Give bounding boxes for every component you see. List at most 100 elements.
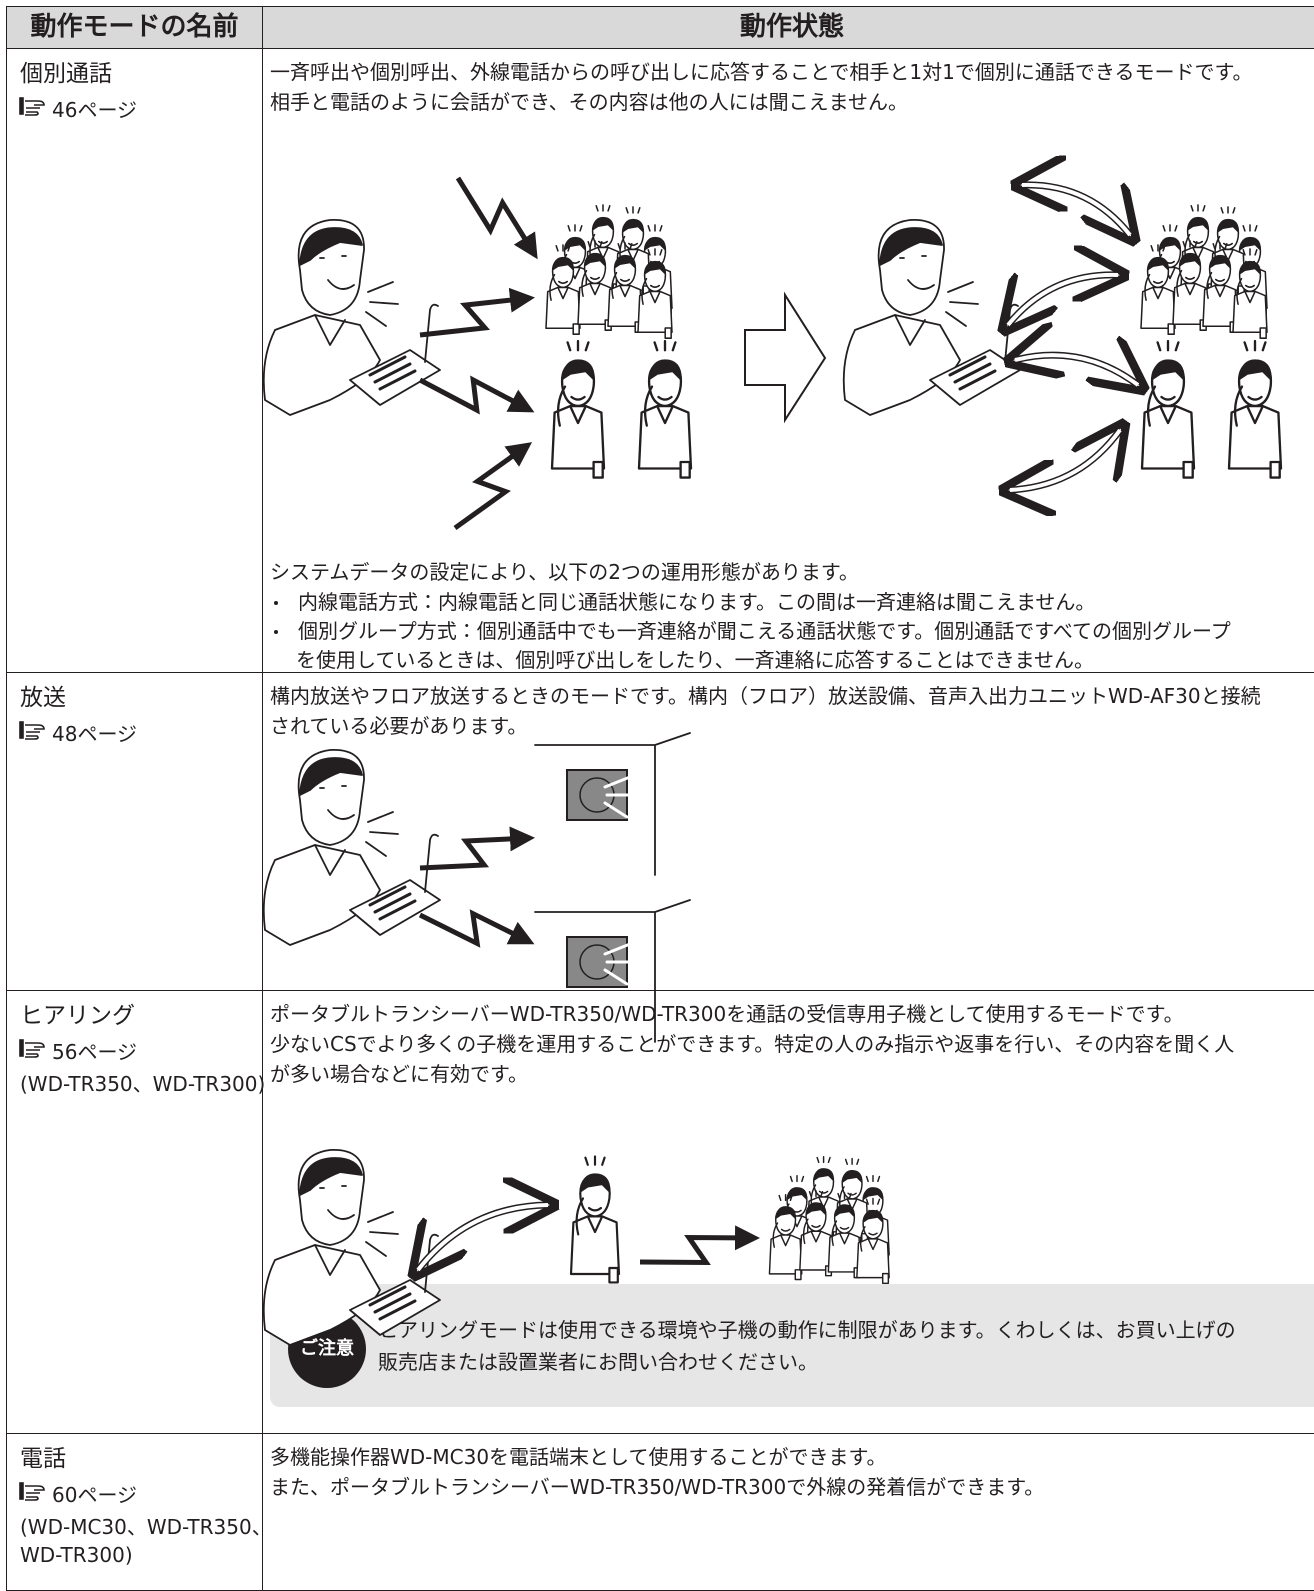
- reference-icon: [19, 97, 45, 116]
- figure-part: [945, 281, 979, 327]
- listener-figure: [1140, 339, 1196, 479]
- figure-part: [592, 460, 604, 479]
- figure-part: [1140, 286, 1176, 330]
- bullet-dot: [274, 601, 278, 605]
- figure-part: [653, 339, 677, 401]
- two-way-arrow-inner: [1009, 428, 1122, 492]
- model-note: (WD-TR350、WD-TR300): [20, 1072, 266, 1096]
- caution-line: ヒアリングモードは使用できる環境や子機の動作に制限があります。くわしくは、お買い…: [378, 1318, 1236, 1342]
- figure-part: [827, 1232, 862, 1273]
- sound-lines: [603, 775, 637, 819]
- figure-part: [584, 252, 606, 267]
- icon-part: [19, 1482, 24, 1500]
- figure-part: [794, 1269, 802, 1281]
- figure-part: [349, 1279, 441, 1336]
- reference-icon: [19, 1482, 45, 1501]
- figure-part: [566, 339, 590, 401]
- figure-part: [625, 206, 641, 246]
- figure-part: [368, 885, 417, 921]
- description-line: また、ポータブルトランシーバーWD-TR350/WD-TR300で外線の発着信が…: [270, 1475, 1045, 1499]
- figure-part: [545, 286, 581, 330]
- figure-part: [834, 1204, 855, 1217]
- icon-part: [25, 1485, 45, 1501]
- figure-part: [879, 227, 943, 266]
- header-cell: [262, 6, 1314, 49]
- figure-part: [608, 1266, 619, 1284]
- icon-part: [25, 724, 45, 740]
- figure-part: [813, 1168, 835, 1181]
- bullet-line: を使用しているときは、個別呼び出しをしたり、一斉連絡に応答することはできません。: [296, 648, 1094, 672]
- figure-part: [1150, 244, 1166, 284]
- signal-arrow: [453, 442, 533, 531]
- figure-part: [575, 1197, 604, 1236]
- figure-part: [1220, 206, 1236, 246]
- description-line: 相手と電話のように会話ができ、その内容は他の人には聞こえません。: [270, 90, 908, 114]
- figure-part: [349, 879, 441, 936]
- figure-part: [611, 271, 631, 299]
- figure-part: [1179, 252, 1201, 267]
- figure-part: [637, 404, 693, 470]
- figure-part: [1140, 404, 1196, 470]
- reference-icon: [19, 1039, 45, 1058]
- figure-part: [881, 1272, 890, 1285]
- figure-part: [647, 248, 663, 288]
- listener-figure: [637, 339, 693, 479]
- model-note: WD-TR300): [20, 1543, 133, 1567]
- listener-figure: [1227, 339, 1283, 479]
- listener-figure: [1232, 248, 1268, 339]
- two-way-arrow-inner: [1006, 272, 1119, 327]
- figure-part: [319, 1185, 355, 1220]
- figure-part: [1212, 242, 1228, 282]
- listener-figure: [545, 244, 581, 335]
- model-note: (WD-MC30、WD-TR350、: [20, 1515, 272, 1539]
- figure-part: [816, 1155, 831, 1194]
- icon-part: [25, 1042, 45, 1058]
- caution-line: 販売店または設置業者にお問い合わせください。: [378, 1350, 818, 1374]
- listener-figure: [550, 339, 606, 479]
- listener-figure: [1172, 240, 1208, 331]
- wall-line: [534, 899, 691, 1043]
- figure-part: [607, 284, 643, 328]
- figure-part: [1233, 385, 1264, 427]
- figure-part: [1269, 460, 1281, 479]
- figure-part: [319, 785, 355, 820]
- listener-figure: [856, 1197, 890, 1285]
- figure-part: [572, 323, 580, 335]
- figure-part: [1176, 269, 1196, 297]
- figure-part: [1162, 224, 1178, 264]
- mode-name: 個別通話: [20, 61, 112, 87]
- description-line: されている必要があります。: [270, 714, 528, 738]
- figure-part: [786, 1187, 808, 1200]
- figure-part: [862, 1209, 884, 1223]
- figure-part: [577, 282, 613, 326]
- signal-arrow: [418, 375, 535, 415]
- reference-icon: [19, 721, 45, 740]
- figure-part: [1156, 339, 1180, 401]
- figure-part: [894, 314, 926, 346]
- figure-part: [1259, 327, 1267, 339]
- figure-part: [587, 240, 603, 280]
- signal-arrow: [419, 826, 535, 871]
- figure-part: [643, 385, 674, 427]
- figure-part: [856, 1238, 890, 1279]
- sound-lines: [603, 942, 637, 986]
- figure-part: [1209, 254, 1231, 269]
- speaker-figure: [842, 219, 1021, 416]
- figure-part: [772, 1222, 792, 1248]
- wall-line: [534, 732, 691, 876]
- listener-figure: [768, 1193, 803, 1281]
- mode-name: ヒアリング: [20, 1003, 135, 1029]
- figure-part: [1182, 240, 1198, 280]
- figure-part: [841, 1169, 863, 1183]
- figure-part: [424, 303, 439, 363]
- speaker-figure: [262, 749, 441, 946]
- figure-part: [844, 1157, 860, 1196]
- description-line: 一斉呼出や個別呼出、外線電話からの呼び出しに応答することで相手と1対1で個別に通…: [270, 60, 1253, 84]
- figure-part: [1146, 385, 1177, 427]
- figure-part: [1239, 260, 1261, 275]
- icon-part: [19, 97, 24, 115]
- listener-figure: [607, 242, 643, 333]
- figure-part: [584, 1155, 606, 1212]
- description-line: が多い場合などに有効です。: [270, 1062, 528, 1086]
- figure-part: [837, 1192, 852, 1230]
